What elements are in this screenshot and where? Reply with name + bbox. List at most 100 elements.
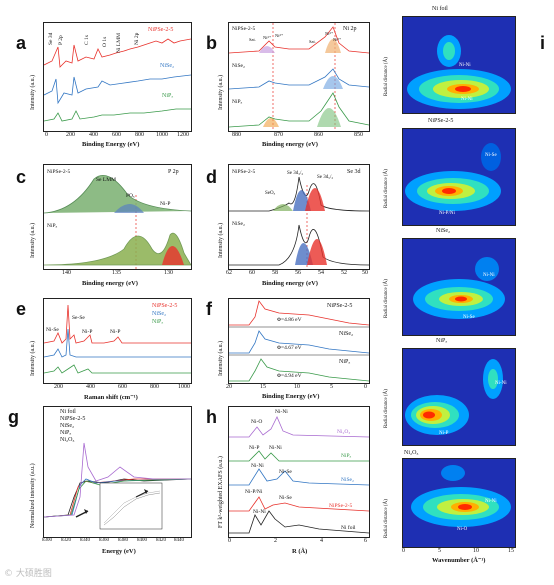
panel-a-xtick-0: 0 [45, 132, 48, 138]
panel-b-ann-sat2: Sat. [309, 39, 316, 44]
panel-c-ann-selmm: Se LMM [96, 177, 117, 183]
panel-h-ann-nipni: Ni-P/Ni [245, 489, 263, 495]
panel-e-legend-2: NiSe₂ [152, 311, 167, 317]
panel-a-legend-3: NiPₓ [162, 93, 174, 99]
panel-b-series-1: NiPSe-2-5 [232, 26, 256, 32]
panel-b-xtick-1: 870 [274, 132, 283, 138]
panel-e-xtick-3: 800 [150, 384, 159, 390]
panel-i-map3-ann-2: Ni-Se [463, 315, 475, 320]
panel-e-ylabel: Intensity (a.u.) [30, 340, 36, 376]
panel-d-ann-3d32: Se 3d₃/₂ [287, 171, 304, 176]
panel-d-xtick-6: 50 [362, 270, 368, 276]
panel-c-title: P 2p [168, 169, 179, 175]
panel-e-label: e [16, 299, 27, 319]
panel-e-legend-1: NiPSe-2-5 [152, 303, 178, 309]
panel-i-map2-ylabel: Radial distance (Å) [384, 169, 389, 208]
panel-f-ylabel: Intensity (a.u.) [218, 340, 224, 376]
panel-h-ann-nini1: Ni-Ni [275, 409, 288, 415]
panel-e-ann-nip2: Ni-P [110, 329, 121, 335]
panel-e: e Intensity (a.u.) NiPSe-2-5 NiSe₂ NiPₓ … [0, 292, 200, 404]
panel-g-xtick-3: 8360 [99, 538, 109, 543]
panel-h-ann-nini4: Ni-Ni [253, 509, 266, 515]
panel-a-xtick-5: 1000 [156, 132, 168, 138]
panel-b-plot: NiPSe-2-5 Ni 2p NiSe₂ NiPₓ Sat. Sat. Ni³… [228, 22, 370, 132]
panel-g-xtick-0: 8300 [42, 538, 52, 543]
panel-b-xtick-3: 850 [354, 132, 363, 138]
panel-a-xtick-6: 1200 [177, 132, 189, 138]
panel-d-series-2: NiSe₂ [232, 221, 245, 227]
panel-c-label: c [16, 167, 27, 187]
panel-h-series-1: Ni₂O₃ [337, 429, 351, 435]
panel-d-xtick-3: 56 [295, 270, 301, 276]
panel-d-xtick-1: 60 [249, 270, 255, 276]
panel-i-map3: Ni-Ni Ni-Se [402, 238, 516, 336]
panel-h-ann-nio: Ni-O [251, 419, 263, 425]
panel-g-legend-2: NiPSe-2-5 [60, 416, 86, 422]
panel-i: i Ni foil Radial distance (Å) Ni-Ni Ni-N… [380, 0, 554, 564]
panel-f-wf-3: Φ=4.94 eV [277, 373, 302, 379]
panel-d-ylabel: Intensity (a.u.) [218, 222, 224, 258]
panel-b-ann-ni3b: Ni³⁺ [325, 31, 334, 36]
panel-c-xtick-1: 135 [112, 270, 121, 276]
panel-h-label: h [206, 407, 217, 427]
panel-a-series-nipse [44, 38, 191, 68]
panel-b-ann-ni3a: Ni³⁺ [263, 35, 272, 40]
panel-g-xtick-5: 8400 [137, 538, 147, 543]
panel-d-xtick-0: 62 [226, 270, 232, 276]
panel-f-legend-3: NiPₓ [339, 359, 351, 365]
panel-a-xlabel: Binding Energy (eV) [82, 141, 140, 148]
panel-b-series-3: NiPₓ [232, 99, 243, 105]
panel-i-map2-title: NiPSe-2-5 [428, 118, 454, 124]
panel-e-xlabel: Raman shift (cm⁻¹) [84, 394, 138, 401]
panel-c-ylabel: Intensity (a.u.) [30, 222, 36, 258]
panel-h: h FT k³-weighted EXAFS (a.u.) Ni₂O₃ NiPₓ… [200, 398, 380, 563]
panel-a-ann-nilmm: Ni LMM [116, 32, 122, 53]
panel-e-xtick-1: 400 [86, 384, 95, 390]
panel-i-map2: Ni-Se Ni-P/Ni [402, 128, 516, 226]
panel-g-xlabel: Energy (eV) [102, 548, 136, 555]
panel-g-legend-1: Ni foil [60, 409, 76, 415]
panel-g-xtick-7: 8440 [174, 538, 184, 543]
panel-h-xtick-2: 4 [320, 538, 323, 544]
panel-i-map1-ann-2: Ni-Ni [461, 97, 473, 102]
panel-a-xtick-3: 600 [112, 132, 121, 138]
panel-a-ann-ni2p: Ni 2p [134, 32, 140, 45]
panel-c: c Intensity (a.u.) NiPSe-2-5 P 2p Se LMM… [0, 158, 200, 298]
panel-i-map5-title: Ni₂O₃ [404, 450, 419, 456]
panel-f-legend-1: NiPSe-2-5 [327, 303, 353, 309]
panel-h-xlabel: R (Å) [292, 548, 308, 555]
panel-i-map4-ann-2: Ni-P [439, 431, 449, 436]
panel-g-label: g [8, 407, 19, 427]
panel-h-xtick-3: 6 [364, 538, 367, 544]
panel-g: g Normalized intensity (a.u.) Ni foil Ni… [0, 398, 200, 563]
panel-b-series-2: NiSe₂ [232, 63, 245, 69]
panel-h-xtick-0: 0 [228, 538, 231, 544]
panel-b-title: Ni 2p [343, 26, 357, 32]
panel-f-xtick-4: 0 [364, 384, 367, 390]
panel-c-ann-nip: Ni-P [160, 201, 171, 207]
panel-b-ylabel: Intensity (a.u.) [218, 74, 224, 110]
panel-i-map1: Ni-Ni Ni-Ni [402, 16, 516, 114]
panel-b-xtick-2: 860 [314, 132, 323, 138]
panel-i-map5: Ni-Ni Ni-O [402, 458, 516, 548]
panel-a-xtick-2: 400 [89, 132, 98, 138]
panel-c-ann-pox: POₓ [126, 193, 135, 199]
panel-e-legend-3: NiPₓ [152, 319, 164, 325]
panel-f-xtick-1: 15 [260, 384, 266, 390]
panel-h-ann-nip: Ni-P [249, 445, 260, 451]
panel-e-ann-sese: Se-Se [72, 315, 85, 321]
panel-f-legend-2: NiSe₂ [339, 331, 354, 337]
panel-h-plot: Ni₂O₃ NiPₓ NiSe₂ NiPSe-2-5 Ni foil Ni-O … [228, 406, 370, 538]
panel-i-map2-ann-2: Ni-P/Ni [439, 211, 455, 216]
panel-a-legend-2: NiSe₂ [160, 63, 175, 69]
panel-a-xtick-1: 200 [66, 132, 75, 138]
panel-i-map4-ylabel: Radial distance (Å) [384, 389, 389, 428]
panel-g-xtick-6: 8420 [156, 538, 166, 543]
panel-i-map1-ann-1: Ni-Ni [459, 63, 471, 68]
panel-d-ann-seox: SeOₓ [265, 191, 276, 196]
panel-b-ann-sat1: Sat. [249, 37, 256, 42]
panel-g-legend-3: NiSe₂ [60, 423, 75, 429]
panel-d-title: Se 3d [347, 169, 361, 175]
panel-f: f Intensity (a.u.) NiPSe-2-5 Φ=4.86 eV N… [200, 292, 380, 404]
panel-i-map5-ann-1: Ni-Ni [485, 499, 497, 504]
